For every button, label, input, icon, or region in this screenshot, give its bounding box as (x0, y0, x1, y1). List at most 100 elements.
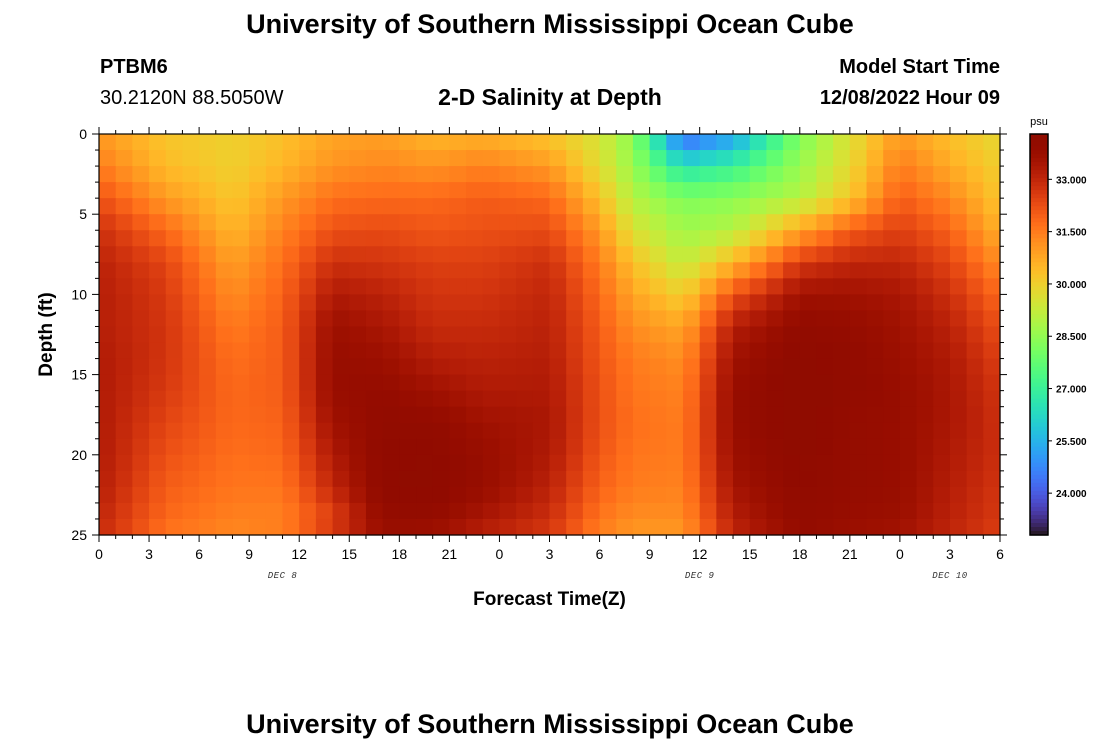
heatmap-cell (766, 278, 784, 295)
heatmap-cell (649, 246, 667, 263)
heatmap-cell (532, 518, 551, 536)
heatmap-cell (449, 326, 467, 344)
heatmap-cell (599, 278, 617, 295)
x-tick-label: 6 (996, 546, 1004, 562)
heatmap-cell (365, 406, 384, 424)
heatmap-cell (783, 214, 801, 231)
heatmap-cell (766, 422, 784, 440)
colorbar-segment (1030, 410, 1048, 416)
heatmap-cell (966, 230, 984, 247)
heatmap-cell (315, 342, 334, 360)
heatmap-cell (933, 358, 951, 376)
heatmap-cell (432, 198, 450, 215)
heatmap-cell (432, 134, 450, 151)
heatmap-cell (766, 502, 784, 520)
heatmap-cell (516, 198, 534, 215)
colorbar: 33.00031.50030.00028.50027.00025.50024.0… (1029, 116, 1087, 536)
heatmap-cell (532, 262, 551, 279)
heatmap-cell (933, 230, 951, 247)
heatmap-cell (132, 230, 150, 247)
heatmap-cell (115, 246, 133, 263)
heatmap-cell (933, 198, 951, 215)
heatmap-cell (699, 166, 717, 183)
heatmap-cell (682, 486, 701, 504)
heatmap-cell (983, 150, 1001, 167)
heatmap-cell (482, 166, 501, 183)
heatmap-cell (799, 182, 818, 199)
heatmap-cell (115, 294, 133, 312)
heatmap-cell (666, 470, 684, 488)
heatmap-cell (749, 294, 768, 312)
heatmap-cell (532, 150, 551, 167)
colorbar-segment (1030, 334, 1048, 340)
heatmap-cell (516, 214, 534, 231)
heatmap-cell (582, 150, 601, 167)
heatmap-cell (666, 262, 684, 279)
heatmap-cell (182, 294, 200, 312)
heatmap-cell (165, 454, 184, 472)
heatmap-cell (599, 486, 617, 504)
heatmap-cell (682, 230, 701, 247)
heatmap-cell (232, 150, 250, 167)
heatmap-cell (516, 438, 534, 456)
colorbar-segment (1030, 298, 1048, 304)
heatmap-cell (866, 246, 884, 263)
heatmap-cell (299, 422, 317, 440)
heatmap-cell (215, 134, 234, 151)
heatmap-cell (449, 438, 467, 456)
heatmap-cell (849, 214, 868, 231)
colorbar-segment (1030, 146, 1048, 151)
heatmap-cell (132, 518, 150, 536)
heatmap-cell (616, 406, 634, 424)
x-tick-label: 0 (95, 546, 103, 562)
y-axis-title: Depth (ft) (36, 292, 57, 376)
heatmap-cell (332, 198, 350, 215)
heatmap-cell (582, 342, 601, 360)
heatmap-cell (983, 166, 1001, 183)
heatmap-cell (566, 422, 584, 440)
heatmap-cell (883, 390, 901, 408)
heatmap-cell (332, 454, 350, 472)
heatmap-cell (482, 278, 501, 295)
heatmap-cell (666, 406, 684, 424)
heatmap-cell (799, 134, 818, 151)
x-tick-label: 15 (742, 546, 758, 562)
heatmap-cell (365, 470, 384, 488)
heatmap-cell (549, 278, 567, 295)
heatmap-cell (666, 326, 684, 344)
page-title: University of Southern Mississippi Ocean… (246, 9, 854, 39)
heatmap-cell (332, 358, 350, 376)
heatmap-cell (399, 470, 417, 488)
heatmap-cell (382, 278, 400, 295)
heatmap-cell (716, 518, 734, 536)
heatmap-cell (599, 134, 617, 151)
heatmap-cell (332, 150, 350, 167)
colorbar-segment (1030, 466, 1048, 472)
heatmap-cell (115, 422, 133, 440)
heatmap-cell (816, 166, 834, 183)
heatmap-cell (733, 486, 751, 504)
colorbar-segment (1030, 378, 1048, 384)
heatmap-cell (299, 438, 317, 456)
heatmap-cell (115, 406, 133, 424)
colorbar-segment (1030, 318, 1048, 324)
heatmap-cell (315, 198, 334, 215)
heatmap-cell (949, 342, 968, 360)
heatmap-cell (199, 502, 217, 520)
heatmap-cell (282, 182, 300, 199)
heatmap-cell (432, 454, 450, 472)
heatmap-cell (749, 438, 768, 456)
heatmap-cell (616, 134, 634, 151)
heatmap-cell (682, 470, 701, 488)
heatmap-cell (115, 262, 133, 279)
heatmap-cell (482, 294, 501, 312)
colorbar-segment (1030, 422, 1048, 428)
heatmap-cell (182, 406, 200, 424)
heatmap-cell (949, 198, 968, 215)
x-tick-label: 18 (392, 546, 408, 562)
heatmap-cell (566, 518, 584, 536)
heatmap-cell (933, 438, 951, 456)
heatmap-cell (699, 406, 717, 424)
heatmap-cell (315, 422, 334, 440)
heatmap-cell (299, 326, 317, 344)
